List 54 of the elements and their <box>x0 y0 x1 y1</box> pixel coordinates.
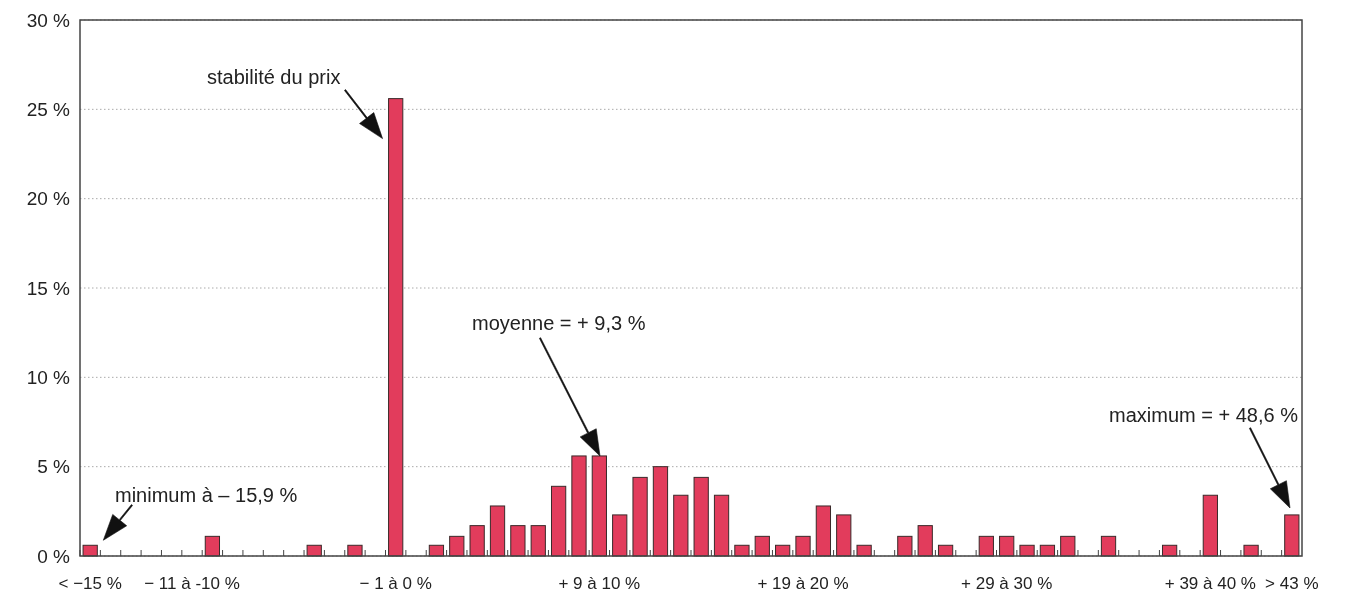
x-tick-label: + 19 à 20 % <box>757 574 849 593</box>
bar <box>999 535 1015 557</box>
bar <box>306 544 322 557</box>
bar <box>734 544 750 557</box>
bar <box>550 485 567 557</box>
y-tick-label: 15 % <box>26 277 71 299</box>
x-tick-label: − 1 à 0 % <box>359 574 432 593</box>
bar <box>1019 544 1035 557</box>
bar <box>530 525 546 557</box>
annotation: minimum à – 15,9 % <box>115 484 298 506</box>
y-tick-label: 20 % <box>26 188 71 210</box>
bar <box>1100 535 1117 557</box>
y-tick-label: 25 % <box>26 98 71 120</box>
bar <box>856 544 872 557</box>
bar <box>754 535 770 557</box>
bar <box>591 455 607 557</box>
bar <box>1202 494 1218 557</box>
bar <box>388 98 404 557</box>
x-tick-label: > 43 % <box>1265 574 1319 593</box>
bar <box>82 544 98 557</box>
x-tick-label: + 39 à 40 % <box>1164 574 1256 593</box>
bar <box>897 535 913 557</box>
annotation: maximum = + 48,6 % <box>1109 404 1299 426</box>
x-tick-label: + 9 à 10 % <box>558 574 641 593</box>
bar <box>1284 514 1300 557</box>
bar <box>204 535 221 557</box>
bar <box>815 505 832 557</box>
x-tick-label: + 29 à 30 % <box>961 574 1053 593</box>
bar <box>347 544 363 557</box>
bar <box>449 535 465 557</box>
y-tick-label: 30 % <box>26 9 71 31</box>
bar <box>713 494 730 557</box>
bar <box>673 494 689 557</box>
y-tick-label: 10 % <box>26 366 71 388</box>
x-tick-label: − 11 à -10 % <box>144 574 240 593</box>
y-tick-label: 5 % <box>37 456 71 478</box>
bar <box>978 535 994 557</box>
bar <box>612 514 628 557</box>
x-tick-label: < −15 % <box>58 574 122 593</box>
bar <box>1060 535 1076 557</box>
bar <box>917 525 933 557</box>
annotation: moyenne = + 9,3 % <box>472 312 646 334</box>
bar <box>1243 544 1259 557</box>
bar <box>652 466 669 557</box>
bar <box>469 525 485 557</box>
bar <box>489 505 506 557</box>
bar <box>795 535 811 557</box>
y-tick-label: 0 % <box>37 545 71 567</box>
bar <box>693 476 709 557</box>
bar <box>836 514 852 557</box>
bar <box>571 455 587 557</box>
bar <box>632 476 648 557</box>
annotation: stabilité du prix <box>207 66 341 88</box>
bar <box>510 525 526 557</box>
